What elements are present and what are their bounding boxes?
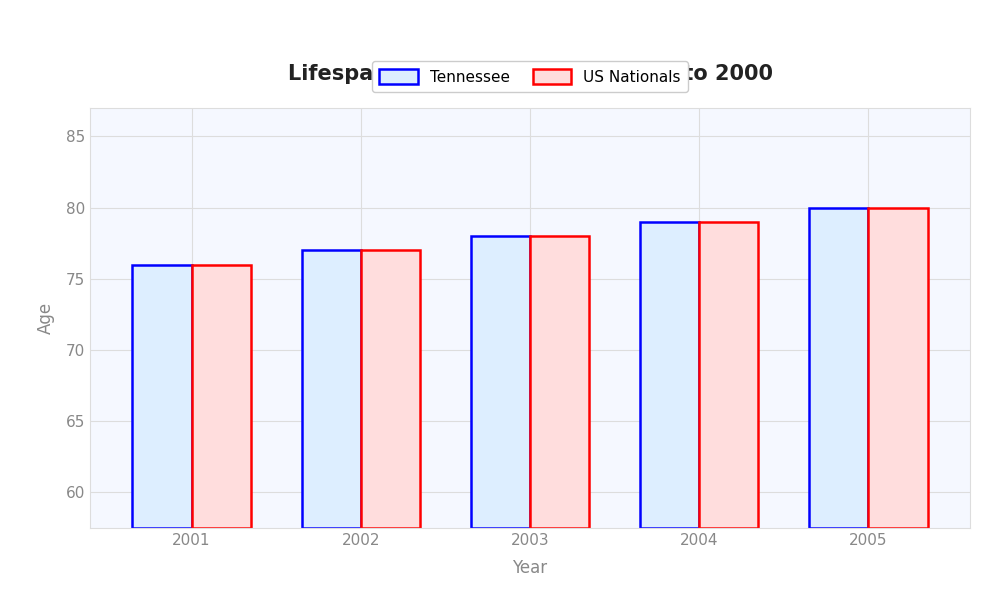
Y-axis label: Age: Age <box>37 302 55 334</box>
Bar <box>868 208 928 528</box>
Bar <box>640 222 699 528</box>
Bar <box>530 236 589 528</box>
Bar <box>809 208 868 528</box>
X-axis label: Year: Year <box>512 559 548 577</box>
Bar <box>302 250 361 528</box>
Bar <box>699 222 758 528</box>
Bar <box>132 265 192 528</box>
Bar <box>361 250 420 528</box>
Legend: Tennessee, US Nationals: Tennessee, US Nationals <box>372 61 688 92</box>
Bar <box>471 236 530 528</box>
Bar <box>192 265 251 528</box>
Title: Lifespan in Tennessee from 1962 to 2000: Lifespan in Tennessee from 1962 to 2000 <box>288 64 772 84</box>
